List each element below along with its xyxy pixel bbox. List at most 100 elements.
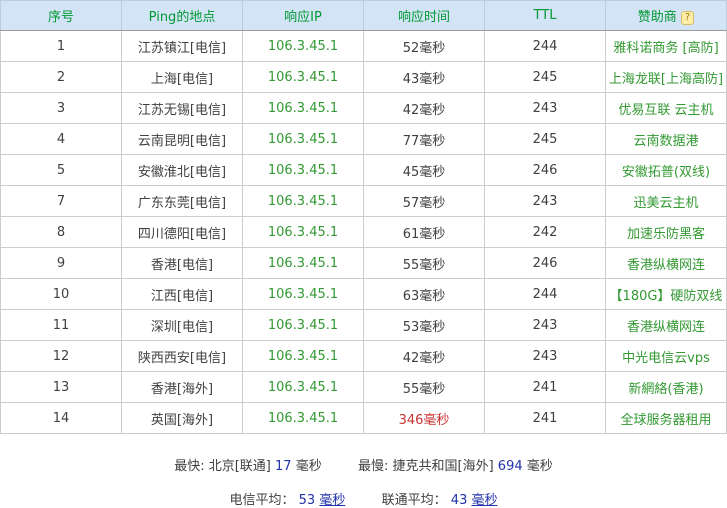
sponsor-help-icon[interactable]: ? xyxy=(680,11,695,25)
location-cell: 云南昆明[电信] xyxy=(121,123,243,155)
sponsor-link[interactable]: 香港纵横网连 xyxy=(626,257,705,273)
serial-cell: 13 xyxy=(0,371,122,403)
response-ip-cell: 106.3.45.1 xyxy=(242,185,364,217)
location-cell: 陕西西安[电信] xyxy=(121,340,243,372)
sponsor-link[interactable]: 上海龙联[上海高防] xyxy=(608,71,724,87)
ping-table-header: 序号 Ping的地点 响应IP 响应时间 TTL 赞助商 ? xyxy=(0,0,727,31)
fastest-value: 17 xyxy=(275,459,292,474)
response-time-cell: 77毫秒 xyxy=(363,123,485,155)
ttl-cell: 243 xyxy=(484,340,606,372)
location-cell: 江西[电信] xyxy=(121,278,243,310)
header-response-time-label: 响应时间 xyxy=(397,10,450,25)
sponsor-link[interactable]: 全球服务器租用 xyxy=(620,412,712,428)
response-time-cell: 63毫秒 xyxy=(363,278,485,310)
table-row: 10 江西[电信] 106.3.45.1 63毫秒 244 【180G】硬防双线 xyxy=(0,278,727,310)
serial-cell: 8 xyxy=(0,216,122,248)
ttl-cell: 243 xyxy=(484,309,606,341)
slowest-unit: 毫秒 xyxy=(526,459,553,474)
location-cell: 广东东莞[电信] xyxy=(121,185,243,217)
serial-cell: 14 xyxy=(0,402,122,434)
response-ip-cell: 106.3.45.1 xyxy=(242,30,364,62)
table-row: 11 深圳[电信] 106.3.45.1 53毫秒 243 香港纵横网连 xyxy=(0,309,727,341)
response-ip-cell: 106.3.45.1 xyxy=(242,247,364,279)
serial-cell: 1 xyxy=(0,30,122,62)
ttl-cell: 245 xyxy=(484,61,606,93)
location-cell: 深圳[电信] xyxy=(121,309,243,341)
ttl-cell: 244 xyxy=(484,278,606,310)
response-time-cell: 53毫秒 xyxy=(363,309,485,341)
header-location-label: Ping的地点 xyxy=(148,10,216,25)
location-cell: 江苏无锡[电信] xyxy=(121,92,243,124)
sponsor-cell: 新網絡(香港) xyxy=(605,371,727,403)
sponsor-link[interactable]: 【180G】硬防双线 xyxy=(609,288,723,304)
serial-cell: 12 xyxy=(0,340,122,372)
sponsor-link[interactable]: 香港纵横网连 xyxy=(626,319,705,335)
header-ttl: TTL xyxy=(484,0,606,31)
telecom-avg-unit[interactable]: 毫秒 xyxy=(319,493,346,508)
table-row: 9 香港[电信] 106.3.45.1 55毫秒 246 香港纵横网连 xyxy=(0,247,727,279)
serial-cell: 11 xyxy=(0,309,122,341)
serial-cell: 10 xyxy=(0,278,122,310)
sponsor-cell: 安徽拓普(双线) xyxy=(605,154,727,186)
header-sponsor-label: 赞助商 xyxy=(637,10,677,25)
slowest-value: 694 xyxy=(497,459,523,474)
location-cell: 江苏镇江[电信] xyxy=(121,30,243,62)
sponsor-cell: 雅科诺商务 [高防] xyxy=(605,30,727,62)
sponsor-link[interactable]: 云南数据港 xyxy=(633,133,699,149)
slowest-label: 最慢: 捷克共和国[海外] xyxy=(358,459,494,474)
sponsor-link[interactable]: 中光电信云vps xyxy=(622,350,710,366)
ping-table-body: 1 江苏镇江[电信] 106.3.45.1 52毫秒 244 雅科诺商务 [高防] 2 上海[… xyxy=(0,30,727,434)
header-serial-label: 序号 xyxy=(47,10,74,25)
ttl-cell: 246 xyxy=(484,247,606,279)
sponsor-cell: 云南数据港 xyxy=(605,123,727,155)
table-row: 8 四川德阳[电信] 106.3.45.1 61毫秒 242 加速乐防黑客 xyxy=(0,216,727,248)
location-cell: 四川德阳[电信] xyxy=(121,216,243,248)
table-row: 14 英国[海外] 106.3.45.1 346毫秒 241 全球服务器租用 xyxy=(0,402,727,434)
sponsor-link[interactable]: 新網絡(香港) xyxy=(628,381,704,397)
response-time-cell: 55毫秒 xyxy=(363,371,485,403)
serial-cell: 9 xyxy=(0,247,122,279)
response-time-cell: 42毫秒 xyxy=(363,340,485,372)
response-ip-cell: 106.3.45.1 xyxy=(242,371,364,403)
table-row: 4 云南昆明[电信] 106.3.45.1 77毫秒 245 云南数据港 xyxy=(0,123,727,155)
response-ip-cell: 106.3.45.1 xyxy=(242,154,364,186)
ping-results-table: 序号 Ping的地点 响应IP 响应时间 TTL 赞助商 ? 1 江苏镇江[电信]… xyxy=(0,0,727,434)
ttl-cell: 246 xyxy=(484,154,606,186)
sponsor-link[interactable]: 迅美云主机 xyxy=(633,195,699,211)
response-ip-cell: 106.3.45.1 xyxy=(242,309,364,341)
ttl-cell: 241 xyxy=(484,371,606,403)
table-row: 3 江苏无锡[电信] 106.3.45.1 42毫秒 243 优易互联 云主机 xyxy=(0,92,727,124)
response-time-cell: 43毫秒 xyxy=(363,61,485,93)
header-response-ip-label: 响应IP xyxy=(284,10,322,25)
sponsor-link[interactable]: 加速乐防黑客 xyxy=(626,226,705,242)
table-row: 5 安徽淮北[电信] 106.3.45.1 45毫秒 246 安徽拓普(双线) xyxy=(0,154,727,186)
sponsor-link[interactable]: 安徽拓普(双线) xyxy=(621,164,711,180)
header-sponsor: 赞助商 ? xyxy=(605,0,727,31)
telecom-avg-value: 53 xyxy=(298,493,316,508)
sponsor-link[interactable]: 优易互联 云主机 xyxy=(618,102,714,118)
response-ip-cell: 106.3.45.1 xyxy=(242,278,364,310)
serial-cell: 3 xyxy=(0,92,122,124)
sponsor-link[interactable]: 雅科诺商务 [高防] xyxy=(613,40,719,56)
sponsor-cell: 香港纵横网连 xyxy=(605,309,727,341)
sponsor-cell: 加速乐防黑客 xyxy=(605,216,727,248)
header-serial: 序号 xyxy=(0,0,122,31)
response-ip-cell: 106.3.45.1 xyxy=(242,61,364,93)
unicom-avg-unit[interactable]: 毫秒 xyxy=(471,493,498,508)
ttl-cell: 245 xyxy=(484,123,606,155)
response-ip-cell: 106.3.45.1 xyxy=(242,92,364,124)
location-cell: 香港[电信] xyxy=(121,247,243,279)
response-time-cell: 52毫秒 xyxy=(363,30,485,62)
location-cell: 上海[电信] xyxy=(121,61,243,93)
unicom-avg-value: 43 xyxy=(450,493,468,508)
response-time-cell: 61毫秒 xyxy=(363,216,485,248)
header-ttl-label: TTL xyxy=(533,8,557,23)
ttl-cell: 243 xyxy=(484,185,606,217)
summary-averages: 电信平均： 53 毫秒 联通平均： 43 毫秒 xyxy=(0,489,727,508)
ttl-cell: 243 xyxy=(484,92,606,124)
response-time-cell: 42毫秒 xyxy=(363,92,485,124)
table-row: 2 上海[电信] 106.3.45.1 43毫秒 245 上海龙联[上海高防] xyxy=(0,61,727,93)
sponsor-cell: 迅美云主机 xyxy=(605,185,727,217)
sponsor-cell: 上海龙联[上海高防] xyxy=(605,61,727,93)
serial-cell: 4 xyxy=(0,123,122,155)
